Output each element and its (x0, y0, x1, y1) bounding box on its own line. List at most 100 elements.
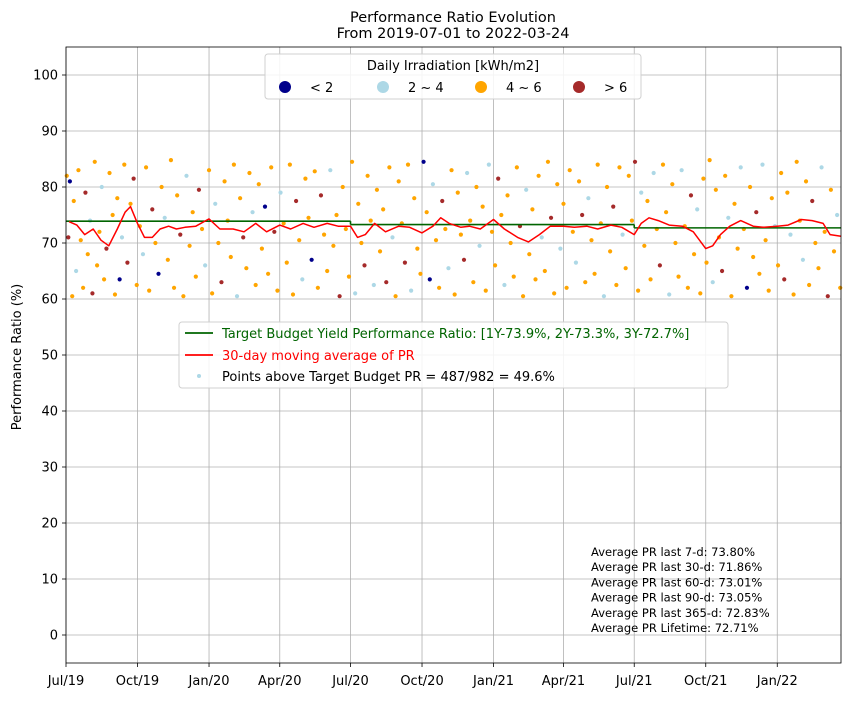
pr-data-point (328, 168, 333, 173)
y-axis-label: Performance Ratio (%) (10, 284, 25, 431)
pr-data-point (362, 263, 367, 268)
pr-data-point (405, 162, 411, 167)
points-above-legend-marker (197, 374, 201, 378)
pr-data-point (175, 193, 180, 198)
pr-data-point (331, 243, 336, 248)
pr-data-point (396, 179, 401, 184)
x-tick-label: Oct/19 (116, 674, 159, 689)
pr-data-point (816, 266, 821, 271)
pr-data-point (219, 280, 224, 285)
pr-data-point (558, 246, 563, 251)
pr-data-point (321, 232, 327, 237)
pr-data-point (368, 218, 373, 223)
x-tick-label: Apr/20 (258, 674, 301, 689)
pr-data-point (835, 212, 840, 218)
pr-data-point (620, 232, 625, 237)
pr-data-point (272, 229, 277, 234)
pr-data-point (474, 184, 479, 190)
pr-data-point (122, 162, 127, 167)
pr-data-point (318, 193, 324, 198)
pr-data-point (738, 165, 743, 170)
pr-data-point (617, 165, 622, 170)
pr-data-point (147, 288, 152, 293)
pr-data-point (458, 232, 463, 237)
pr-data-point (300, 277, 305, 282)
pr-data-point (64, 173, 69, 178)
stats-line: Average PR Lifetime: 72.71% (591, 621, 759, 635)
pr-data-point (645, 198, 650, 204)
pr-data-point (688, 193, 694, 198)
pr-data-point (259, 246, 264, 251)
pr-data-point (430, 182, 436, 187)
pr-data-point (78, 238, 83, 243)
pr-data-point (788, 232, 793, 237)
pr-data-point (104, 246, 109, 251)
pr-data-point (128, 201, 133, 206)
pr-data-point (353, 291, 358, 296)
pr-data-point (592, 271, 597, 276)
pr-data-point (115, 196, 120, 201)
pr-data-point (81, 285, 86, 290)
pr-data-point (349, 159, 355, 164)
pr-data-point (340, 184, 345, 190)
pr-data-point (409, 288, 414, 293)
pr-data-point (580, 212, 585, 218)
pr-data-point (293, 198, 299, 204)
y-tick-label: 10 (41, 573, 58, 588)
pr-data-point (527, 252, 532, 257)
pr-data-point (667, 292, 672, 297)
pr-data-point (440, 198, 445, 204)
pr-data-point (90, 291, 95, 296)
pr-data-point (216, 240, 221, 246)
pr-data-point (190, 210, 195, 215)
pr-data-point (343, 226, 348, 232)
pr-data-point (384, 280, 389, 285)
pr-data-point (143, 165, 149, 170)
pr-data-point (496, 176, 501, 181)
pr-data-point (819, 165, 824, 170)
pr-data-point (171, 285, 177, 290)
pr-data-point (664, 210, 669, 215)
pr-data-point (427, 277, 432, 282)
pr-data-point (803, 179, 809, 184)
pr-data-point (807, 282, 812, 288)
pr-data-point (754, 210, 759, 215)
moving-average-line (68, 205, 842, 250)
pr-data-point (371, 282, 376, 288)
stats-line: Average PR last 30-d: 71.86% (591, 560, 762, 574)
pr-data-point (794, 159, 799, 164)
pr-data-point (477, 243, 482, 248)
pr-data-point (589, 238, 594, 243)
pr-data-point (552, 291, 557, 296)
pr-data-point (614, 282, 619, 288)
pr-data-point (418, 271, 423, 276)
pr-data-point (576, 179, 582, 184)
x-tick-label: Oct/21 (684, 674, 727, 689)
pr-data-point (334, 212, 339, 218)
pr-data-point (266, 271, 271, 276)
x-tick-label: Jul/19 (47, 674, 85, 689)
pr-data-point (184, 173, 189, 178)
x-tick-label: Jul/21 (615, 674, 653, 689)
pr-data-point (486, 162, 491, 167)
y-tick-label: 70 (41, 237, 58, 252)
pr-data-point (505, 193, 510, 198)
pr-data-point (511, 274, 516, 279)
pr-data-point (150, 207, 155, 212)
pr-data-point (757, 271, 762, 276)
pr-data-point (831, 249, 837, 254)
pr-data-point (751, 254, 756, 260)
y-tick-label: 40 (41, 405, 58, 420)
pr-data-point (838, 285, 843, 290)
stats-line: Average PR last 60-d: 73.01% (591, 575, 762, 589)
points-above-legend-label: Points above Target Budget PR = 487/982 … (222, 370, 555, 385)
y-tick-label: 100 (33, 69, 58, 84)
pr-data-point (701, 176, 706, 181)
pr-data-point (381, 207, 386, 212)
pr-data-point (262, 204, 268, 209)
irradiation-legend-title: Daily Irradiation [kWh/m2] (367, 59, 539, 74)
pr-data-point (437, 285, 442, 290)
y-tick-label: 60 (41, 293, 58, 308)
pr-data-point (365, 173, 370, 178)
pr-data-point (287, 162, 292, 167)
